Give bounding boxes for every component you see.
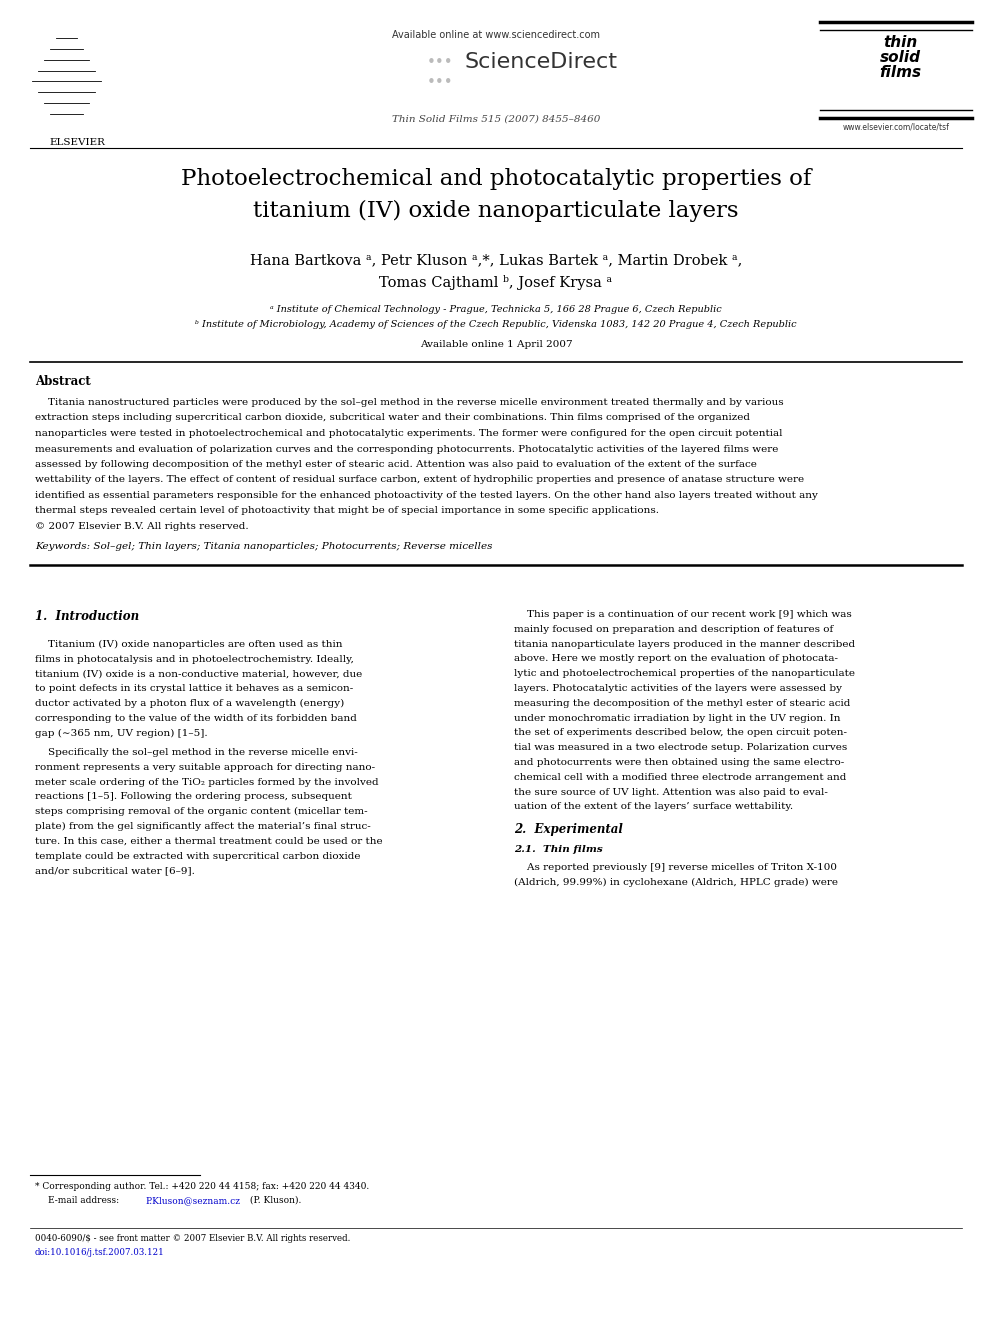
Text: lytic and photoelectrochemical properties of the nanoparticulate: lytic and photoelectrochemical propertie… xyxy=(514,669,855,679)
Text: nanoparticles were tested in photoelectrochemical and photocatalytic experiments: nanoparticles were tested in photoelectr… xyxy=(35,429,783,438)
Text: uation of the extent of the layers’ surface wettability.: uation of the extent of the layers’ surf… xyxy=(514,803,794,811)
Text: titania nanoparticulate layers produced in the manner described: titania nanoparticulate layers produced … xyxy=(514,639,855,648)
Text: 2.  Experimental: 2. Experimental xyxy=(514,823,623,836)
Text: meter scale ordering of the TiO₂ particles formed by the involved: meter scale ordering of the TiO₂ particl… xyxy=(35,778,379,787)
Text: www.elsevier.com/locate/tsf: www.elsevier.com/locate/tsf xyxy=(842,122,949,131)
Text: As reported previously [9] reverse micelles of Triton X-100: As reported previously [9] reverse micel… xyxy=(514,863,837,872)
Text: Thin Solid Films 515 (2007) 8455–8460: Thin Solid Films 515 (2007) 8455–8460 xyxy=(392,115,600,124)
Text: 0040-6090/$ - see front matter © 2007 Elsevier B.V. All rights reserved.: 0040-6090/$ - see front matter © 2007 El… xyxy=(35,1234,350,1244)
Text: steps comprising removal of the organic content (micellar tem-: steps comprising removal of the organic … xyxy=(35,807,368,816)
Text: plate) from the gel significantly affect the material’s final struc-: plate) from the gel significantly affect… xyxy=(35,822,371,831)
Text: ture. In this case, either a thermal treatment could be used or the: ture. In this case, either a thermal tre… xyxy=(35,837,383,845)
Text: ᵇ Institute of Microbiology, Academy of Sciences of the Czech Republic, Videnska: ᵇ Institute of Microbiology, Academy of … xyxy=(195,320,797,329)
Text: titanium (IV) oxide nanoparticulate layers: titanium (IV) oxide nanoparticulate laye… xyxy=(253,200,739,222)
Text: mainly focused on preparation and description of features of: mainly focused on preparation and descri… xyxy=(514,624,833,634)
Text: (P. Kluson).: (P. Kluson). xyxy=(247,1196,302,1205)
Text: and/or subcritical water [6–9].: and/or subcritical water [6–9]. xyxy=(35,867,194,876)
Text: Hana Bartkova ᵃ, Petr Kluson ᵃ,*, Lukas Bartek ᵃ, Martin Drobek ᵃ,: Hana Bartkova ᵃ, Petr Kluson ᵃ,*, Lukas … xyxy=(250,253,742,267)
Text: (Aldrich, 99.99%) in cyclohexane (Aldrich, HPLC grade) were: (Aldrich, 99.99%) in cyclohexane (Aldric… xyxy=(514,877,838,886)
Text: thin
solid
films: thin solid films xyxy=(879,34,921,79)
Text: * Corresponding author. Tel.: +420 220 44 4158; fax: +420 220 44 4340.: * Corresponding author. Tel.: +420 220 4… xyxy=(35,1181,369,1191)
Text: titanium (IV) oxide is a non-conductive material, however, due: titanium (IV) oxide is a non-conductive … xyxy=(35,669,362,679)
Text: doi:10.1016/j.tsf.2007.03.121: doi:10.1016/j.tsf.2007.03.121 xyxy=(35,1248,165,1257)
Text: reactions [1–5]. Following the ordering process, subsequent: reactions [1–5]. Following the ordering … xyxy=(35,792,352,802)
Text: template could be extracted with supercritical carbon dioxide: template could be extracted with supercr… xyxy=(35,852,360,860)
Text: and photocurrents were then obtained using the same electro-: and photocurrents were then obtained usi… xyxy=(514,758,844,767)
Text: measurements and evaluation of polarization curves and the corresponding photocu: measurements and evaluation of polarizat… xyxy=(35,445,779,454)
Text: E-mail address:: E-mail address: xyxy=(48,1196,122,1205)
Text: films in photocatalysis and in photoelectrochemistry. Ideally,: films in photocatalysis and in photoelec… xyxy=(35,655,354,664)
Text: ELSEVIER: ELSEVIER xyxy=(49,138,105,147)
Text: under monochromatic irradiation by light in the UV region. In: under monochromatic irradiation by light… xyxy=(514,713,840,722)
Text: •••: ••• xyxy=(427,56,453,70)
Text: Abstract: Abstract xyxy=(35,374,90,388)
Text: 2.1.  Thin films: 2.1. Thin films xyxy=(514,845,603,855)
Text: ScienceDirect: ScienceDirect xyxy=(465,52,618,71)
Text: layers. Photocatalytic activities of the layers were assessed by: layers. Photocatalytic activities of the… xyxy=(514,684,842,693)
Text: chemical cell with a modified three electrode arrangement and: chemical cell with a modified three elec… xyxy=(514,773,846,782)
Text: Tomas Cajthaml ᵇ, Josef Krysa ᵃ: Tomas Cajthaml ᵇ, Josef Krysa ᵃ xyxy=(379,275,613,290)
Text: Available online at www.sciencedirect.com: Available online at www.sciencedirect.co… xyxy=(392,30,600,40)
Text: the set of experiments described below, the open circuit poten-: the set of experiments described below, … xyxy=(514,729,847,737)
Text: P.Kluson@seznam.cz: P.Kluson@seznam.cz xyxy=(145,1196,240,1205)
Text: Keywords: Sol–gel; Thin layers; Titania nanoparticles; Photocurrents; Reverse mi: Keywords: Sol–gel; Thin layers; Titania … xyxy=(35,542,492,550)
Text: tial was measured in a two electrode setup. Polarization curves: tial was measured in a two electrode set… xyxy=(514,744,847,753)
Text: 1.  Introduction: 1. Introduction xyxy=(35,610,139,623)
Text: Titanium (IV) oxide nanoparticles are often used as thin: Titanium (IV) oxide nanoparticles are of… xyxy=(35,640,342,650)
Text: extraction steps including supercritical carbon dioxide, subcritical water and t: extraction steps including supercritical… xyxy=(35,414,750,422)
Text: This paper is a continuation of our recent work [9] which was: This paper is a continuation of our rece… xyxy=(514,610,852,619)
Text: ronment represents a very suitable approach for directing nano-: ronment represents a very suitable appro… xyxy=(35,763,375,771)
Text: •••: ••• xyxy=(427,75,453,90)
Text: identified as essential parameters responsible for the enhanced photoactivity of: identified as essential parameters respo… xyxy=(35,491,817,500)
Text: corresponding to the value of the width of its forbidden band: corresponding to the value of the width … xyxy=(35,714,357,722)
Text: Photoelectrochemical and photocatalytic properties of: Photoelectrochemical and photocatalytic … xyxy=(181,168,811,191)
Text: to point defects in its crystal lattice it behaves as a semicon-: to point defects in its crystal lattice … xyxy=(35,684,353,693)
Text: Specifically the sol–gel method in the reverse micelle envi-: Specifically the sol–gel method in the r… xyxy=(35,747,358,757)
Text: ductor activated by a photon flux of a wavelength (energy): ductor activated by a photon flux of a w… xyxy=(35,699,344,708)
Text: wettability of the layers. The effect of content of residual surface carbon, ext: wettability of the layers. The effect of… xyxy=(35,475,805,484)
Text: ᵃ Institute of Chemical Technology - Prague, Technicka 5, 166 28 Prague 6, Czech: ᵃ Institute of Chemical Technology - Pra… xyxy=(270,306,722,314)
Text: above. Here we mostly report on the evaluation of photocata-: above. Here we mostly report on the eval… xyxy=(514,655,838,663)
Text: measuring the decomposition of the methyl ester of stearic acid: measuring the decomposition of the methy… xyxy=(514,699,850,708)
Text: Available online 1 April 2007: Available online 1 April 2007 xyxy=(420,340,572,349)
Text: the sure source of UV light. Attention was also paid to eval-: the sure source of UV light. Attention w… xyxy=(514,787,828,796)
Text: © 2007 Elsevier B.V. All rights reserved.: © 2007 Elsevier B.V. All rights reserved… xyxy=(35,523,249,531)
Text: gap (∼365 nm, UV region) [1–5].: gap (∼365 nm, UV region) [1–5]. xyxy=(35,729,207,738)
Text: thermal steps revealed certain level of photoactivity that might be of special i: thermal steps revealed certain level of … xyxy=(35,507,659,516)
Text: Titania nanostructured particles were produced by the sol–gel method in the reve: Titania nanostructured particles were pr… xyxy=(35,398,784,407)
Text: assessed by following decomposition of the methyl ester of stearic acid. Attenti: assessed by following decomposition of t… xyxy=(35,460,757,468)
